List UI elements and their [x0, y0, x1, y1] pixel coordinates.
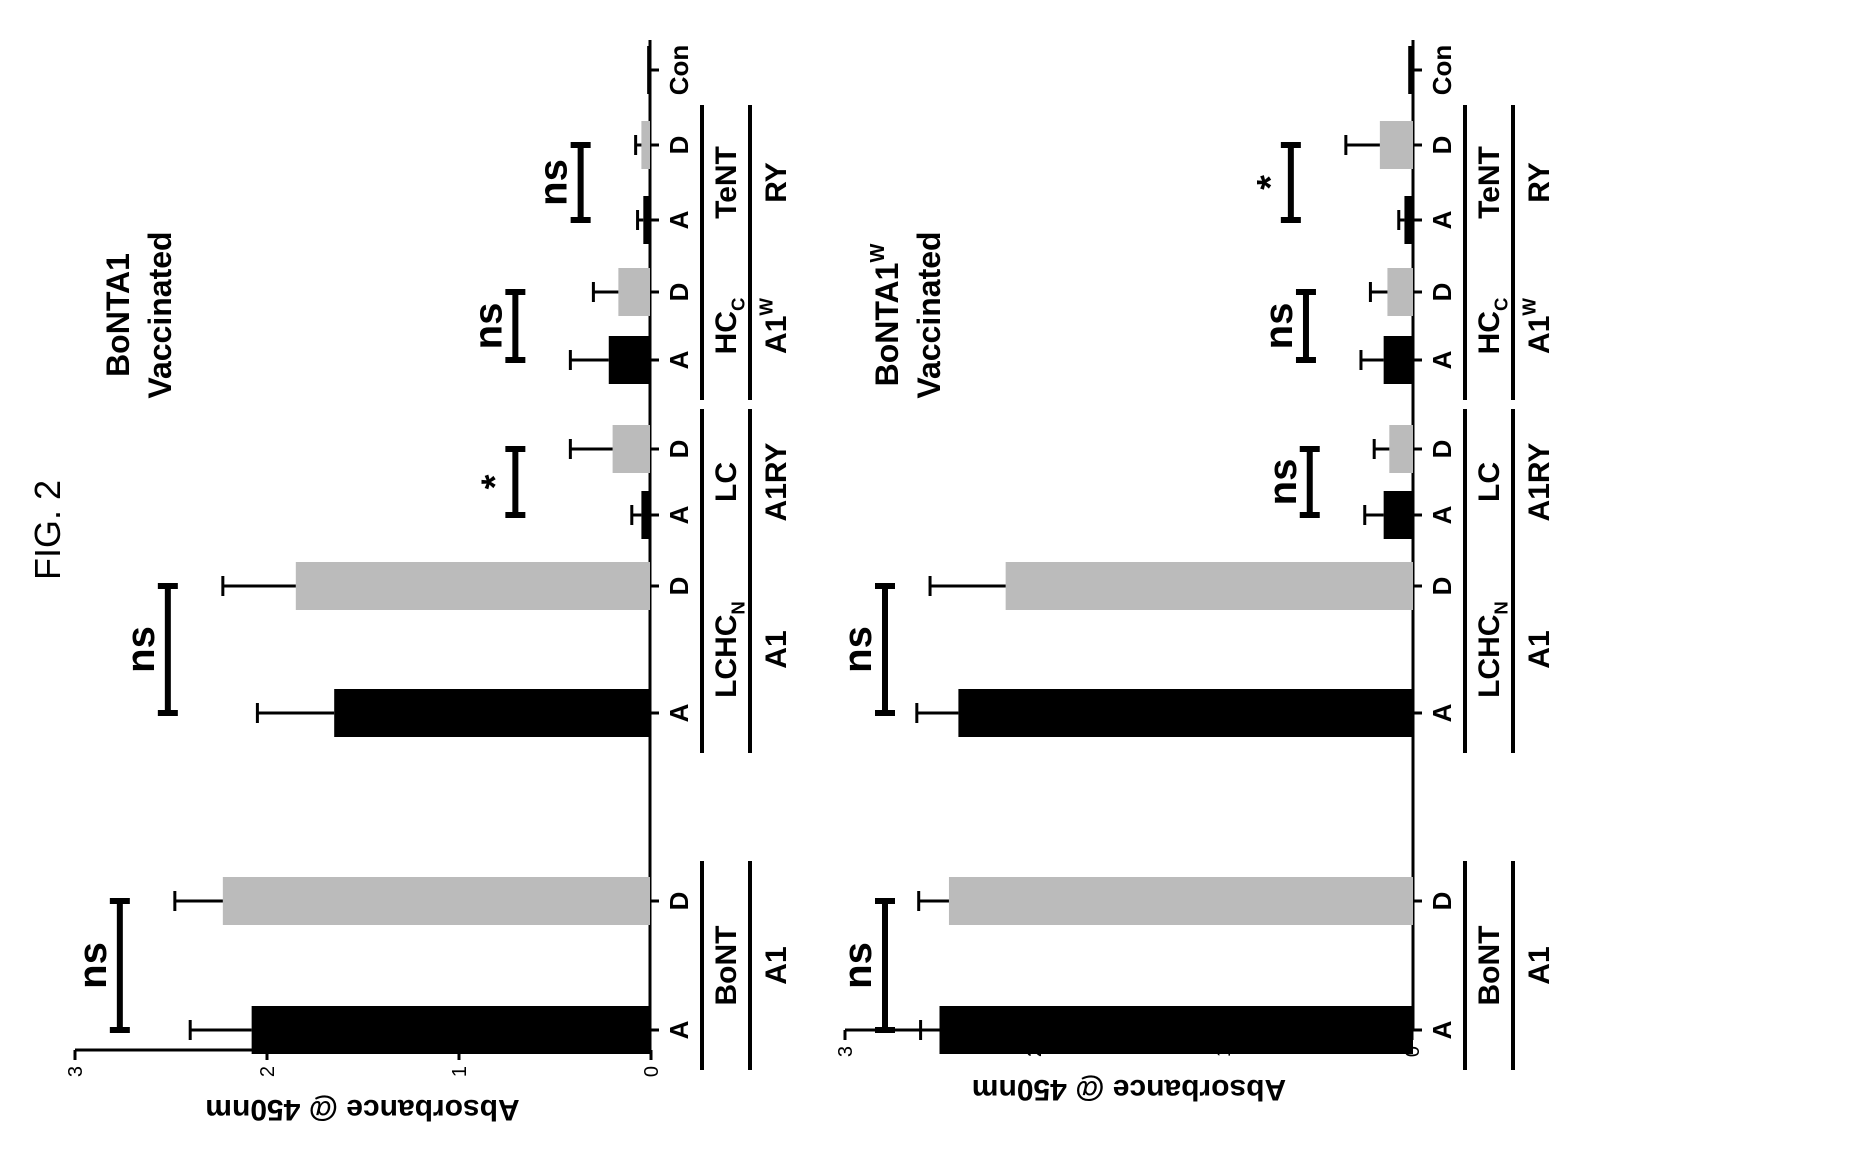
- bar-1-A: [251, 1006, 650, 1054]
- significance-label: ns: [1257, 303, 1301, 350]
- x-tick-label: D: [1427, 440, 1457, 459]
- bar-4-A: [1383, 336, 1414, 384]
- x-tick-label: D: [664, 440, 694, 459]
- x-tick-label: D: [1427, 577, 1457, 596]
- bar-2-A: [958, 689, 1414, 737]
- significance-label: *: [474, 474, 516, 489]
- bar-1-D: [222, 877, 650, 925]
- group-label-line1: BoNT: [1473, 926, 1506, 1006]
- bar-5-A: [1404, 196, 1413, 244]
- group-label-line1: TeNT: [710, 146, 743, 219]
- y-axis-label: Absorbance @ 450nm: [205, 1093, 519, 1126]
- significance-label: ns: [836, 942, 880, 989]
- panel-title: BoNTA1: [100, 253, 136, 377]
- x-tick-label: D: [1427, 283, 1457, 302]
- group-label-line2: A1RY: [760, 443, 793, 522]
- group-label-line2: A1: [760, 630, 793, 668]
- x-tick-label: A: [664, 703, 694, 722]
- x-tick-label: D: [664, 577, 694, 596]
- y-tick-label: 3: [65, 1066, 87, 1077]
- x-tick-label: D: [1427, 892, 1457, 911]
- panel-subtitle: Vaccinated: [911, 231, 947, 398]
- group-label-line1: HCC: [1473, 298, 1511, 355]
- y-tick-label: 3: [835, 1046, 857, 1057]
- x-tick-label: D: [664, 136, 694, 155]
- group-label-line2: A1: [1523, 630, 1556, 668]
- group-label-line2: A1: [1523, 946, 1556, 984]
- significance-label: *: [1250, 175, 1292, 190]
- group-label-line1: LCHCN: [1473, 601, 1511, 698]
- x-tick-label: Con: [1427, 45, 1457, 96]
- bar-2-D: [1005, 562, 1414, 610]
- x-tick-label: A: [664, 350, 694, 369]
- bar-4-A: [608, 336, 651, 384]
- significance-label: ns: [71, 942, 115, 989]
- x-tick-label: A: [664, 1020, 694, 1039]
- bar-3-A: [1383, 491, 1414, 539]
- x-tick-label: A: [664, 505, 694, 524]
- x-tick-label: A: [1427, 505, 1457, 524]
- bar-6-Con: [1408, 46, 1413, 94]
- group-label-line1: TeNT: [1473, 146, 1506, 219]
- significance-label: ns: [119, 626, 163, 673]
- group-label-line2: A1W: [756, 298, 794, 354]
- bar-5-A: [643, 196, 651, 244]
- y-tick-label: 2: [257, 1066, 279, 1077]
- bar-1-D: [948, 877, 1413, 925]
- group-label-line2: RY: [760, 162, 793, 203]
- significance-label: ns: [1261, 459, 1305, 506]
- y-tick-label: 1: [449, 1066, 471, 1077]
- bar-5-D: [641, 121, 651, 169]
- figure-label: FIG. 2: [27, 480, 68, 580]
- bar-2-D: [295, 562, 650, 610]
- y-axis-label: Absorbance @ 450nm: [972, 1073, 1286, 1106]
- significance-label: ns: [836, 626, 880, 673]
- bar-4-D: [1387, 268, 1414, 316]
- group-label-line2: A1W: [1519, 298, 1557, 354]
- bar-3-A: [641, 491, 651, 539]
- x-tick-label: Con: [664, 45, 694, 96]
- x-tick-label: A: [1427, 210, 1457, 229]
- x-tick-label: A: [1427, 1020, 1457, 1039]
- bar-3-D: [1389, 425, 1413, 473]
- bar-2-A: [334, 689, 650, 737]
- group-label-line2: A1: [760, 946, 793, 984]
- significance-label: ns: [466, 303, 510, 350]
- bar-6-Con: [647, 46, 650, 94]
- x-tick-label: A: [664, 210, 694, 229]
- x-tick-label: D: [1427, 136, 1457, 155]
- bar-4-D: [618, 268, 650, 316]
- bar-5-D: [1379, 121, 1413, 169]
- panel-subtitle: Vaccinated: [142, 231, 178, 398]
- group-label-line1: HCC: [710, 298, 748, 355]
- group-label-line1: BoNT: [710, 926, 743, 1006]
- group-label-line1: LC: [1473, 462, 1506, 502]
- x-tick-label: D: [664, 283, 694, 302]
- bar-1-A: [939, 1006, 1413, 1054]
- group-label-line1: LC: [710, 462, 743, 502]
- panel-title: BoNTA1W: [867, 244, 905, 387]
- group-label-line1: LCHCN: [710, 601, 748, 698]
- x-tick-label: A: [1427, 350, 1457, 369]
- x-tick-label: D: [664, 892, 694, 911]
- significance-label: ns: [532, 159, 576, 206]
- group-label-line2: A1RY: [1523, 443, 1556, 522]
- y-tick-label: 0: [641, 1066, 663, 1077]
- x-tick-label: A: [1427, 703, 1457, 722]
- bar-3-D: [612, 425, 650, 473]
- group-label-line2: RY: [1523, 162, 1556, 203]
